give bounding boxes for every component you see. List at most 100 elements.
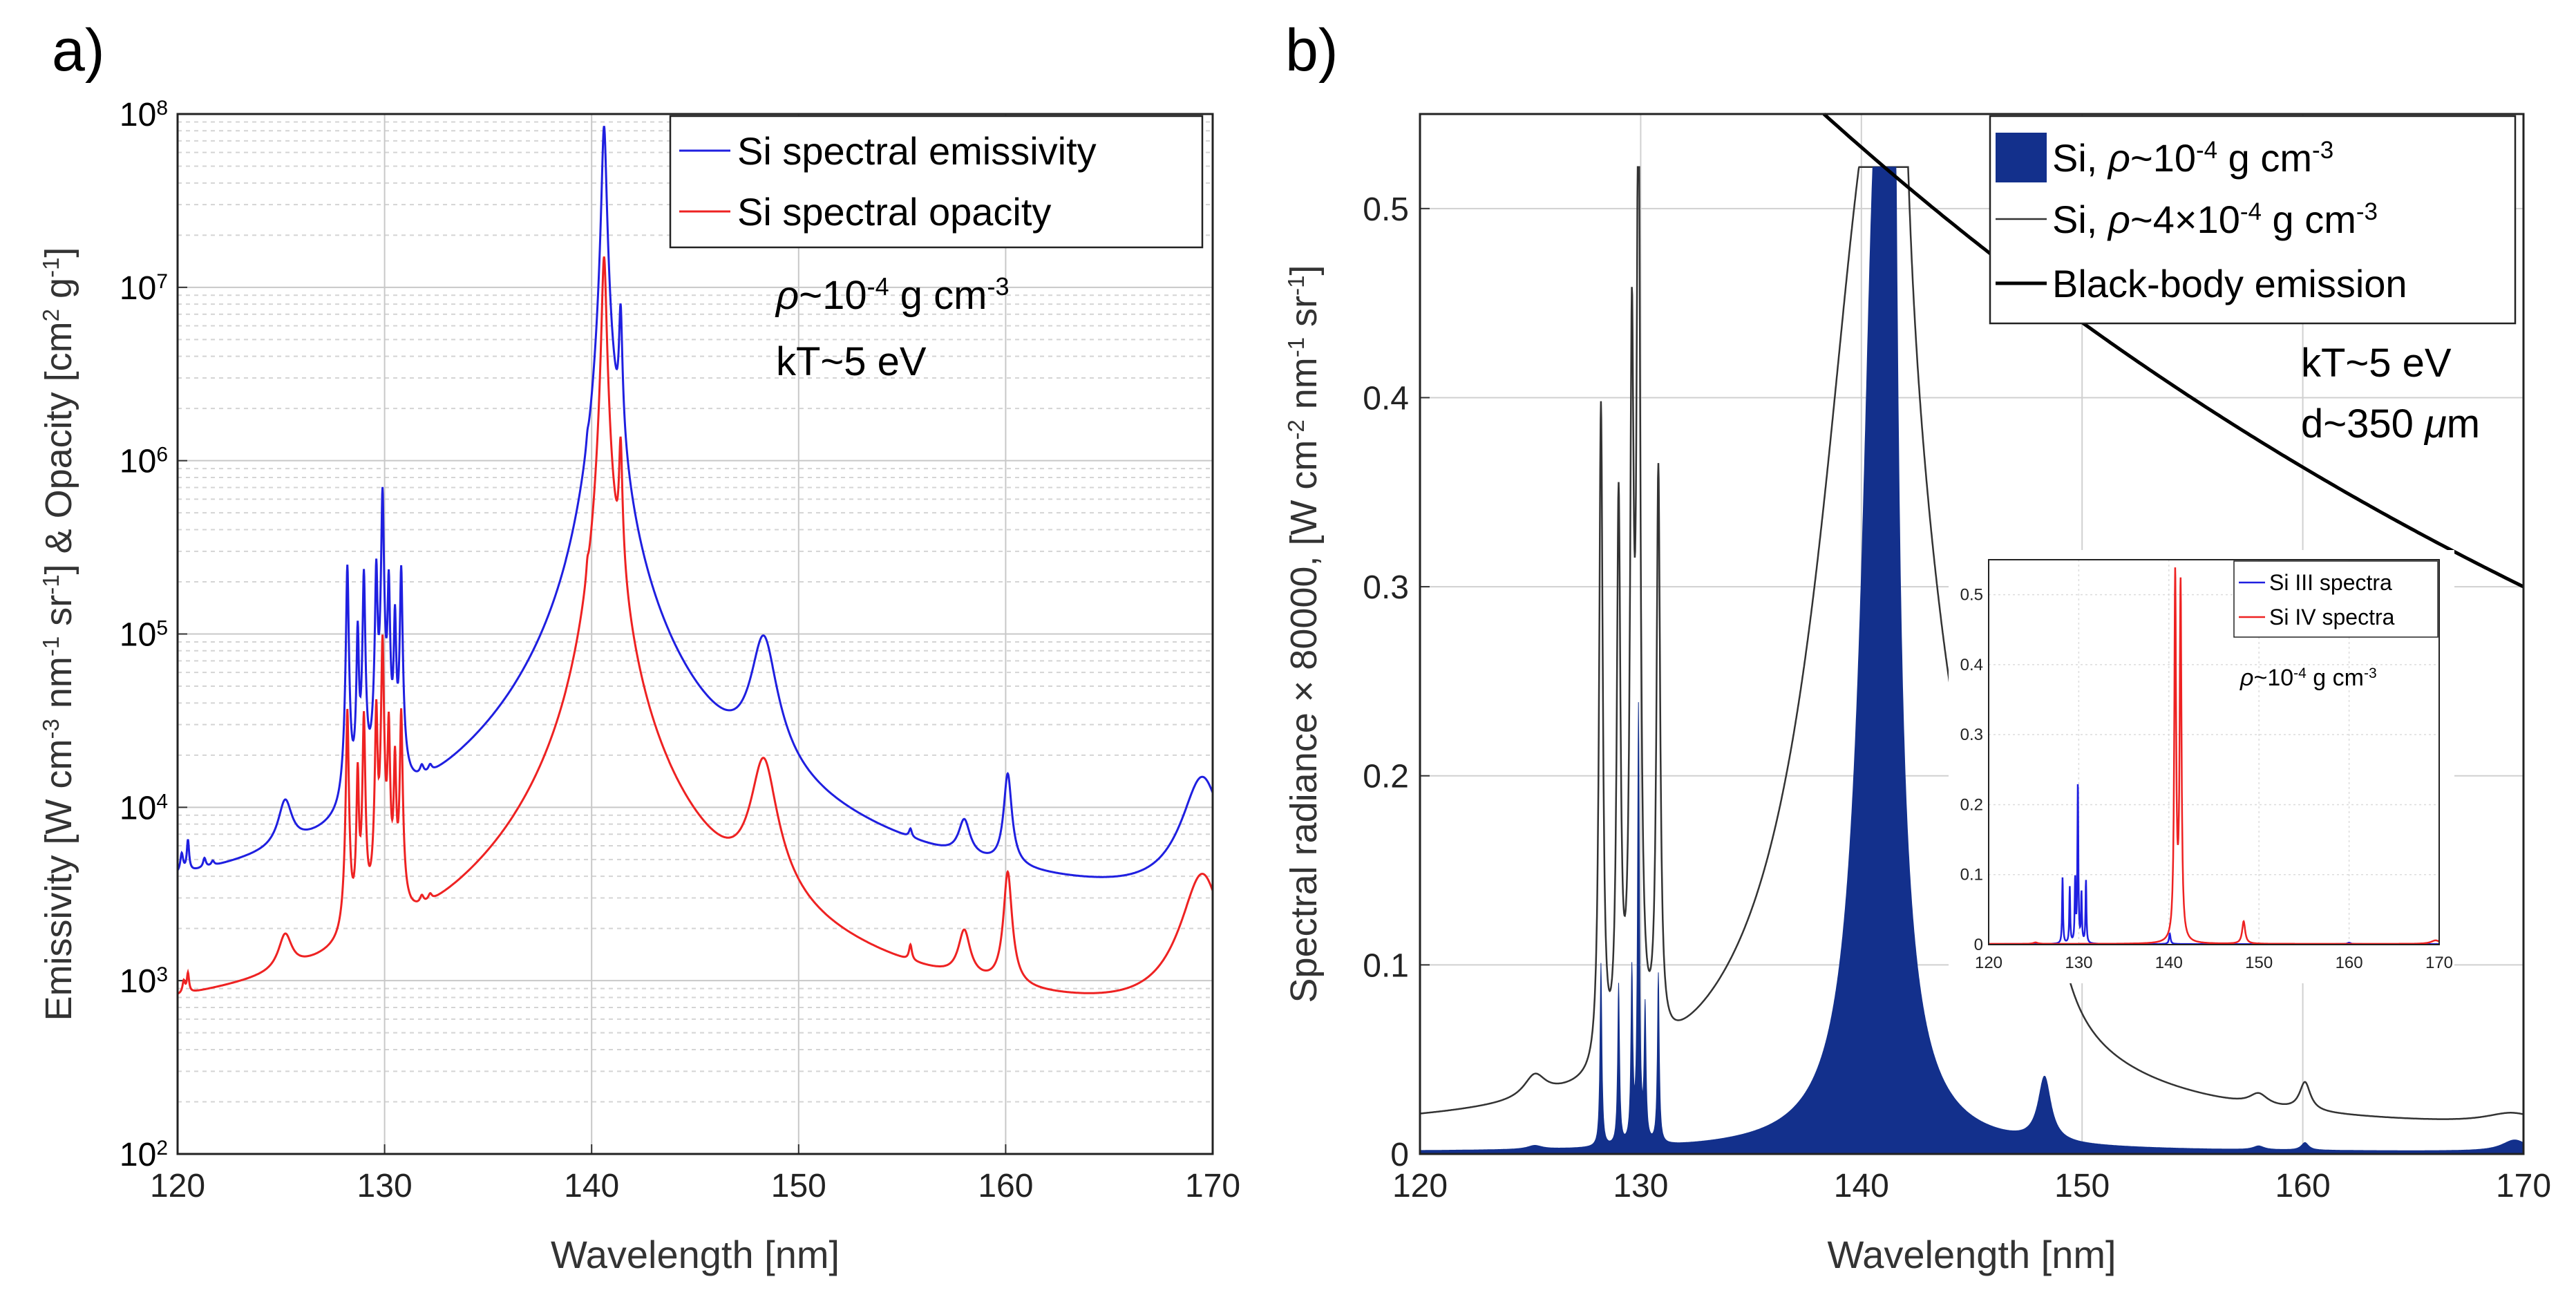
inset-annotation-part: g cm <box>2307 665 2364 691</box>
panel-b-annotation-part: kT~5 eV <box>2301 341 2452 386</box>
panel-a-y-axis-label-part: -3 <box>38 719 64 739</box>
panel-a-y-tick-label-part: 3 <box>156 963 168 986</box>
panel-b-legend-label-part: ~4×10 <box>2130 198 2240 241</box>
panel-b-legend-label-part: ~10 <box>2130 136 2196 180</box>
inset-legend-box <box>2233 560 2438 638</box>
panel-a-annotation-part: g cm <box>889 273 987 318</box>
panel-a-y-tick-label-part: 10 <box>120 1137 156 1173</box>
panel-b-chart: 120 130 140 150 160 170 0 0.1 0.2 0.3 0.4 0.5 Wavele… <box>1283 113 2551 1276</box>
panel-a-x-tick-label: 160 <box>978 1168 1033 1204</box>
panel-b-annotation-part: μ <box>2423 401 2447 446</box>
panel-b-x-tick-label: 130 <box>1613 1168 1668 1204</box>
panel-b-x-tick-label: 150 <box>2054 1168 2110 1204</box>
panel-a-y-axis-label-part: -1 <box>38 636 64 656</box>
panel-a-legend-box <box>669 115 1204 249</box>
panel-b-inset: 120 130 140 150 160 170 0 0.1 0.2 0.3 0.4 0.5 Si III… <box>1949 550 2454 983</box>
panel-b-annotation: kT~5 eV <box>2301 341 2452 386</box>
panel-b-legend-label-part: -4 <box>2240 198 2262 225</box>
inset-y-tick-label: 0.1 <box>1960 866 1983 884</box>
panel-b-legend-label-part: -3 <box>2312 137 2333 164</box>
panel-b-y-axis-label-part: -2 <box>1283 419 1309 439</box>
inset-y-tick-label: 0.5 <box>1960 586 1983 605</box>
panel-a-y-axis-label-part: ] <box>38 247 79 258</box>
inset-y-tick-label: 0.3 <box>1960 726 1983 744</box>
panel-a-annotation: ρ~10-4 g cm-3 <box>775 272 1009 319</box>
panel-b-y-axis-label-part: -1 <box>1283 337 1309 357</box>
panel-a-x-tick-label: 170 <box>1185 1168 1240 1204</box>
panel-a-axes-box <box>176 113 1214 1155</box>
panel-a-y-tick-label: 106 <box>120 443 168 480</box>
panel-b-y-tick-label: 0.5 <box>1363 191 1409 228</box>
panel-b-legend-label-part: -4 <box>2196 137 2217 164</box>
panel-b-y-tick-label: 0.2 <box>1363 759 1409 795</box>
panel-a-y-tick-label-part: 10 <box>120 617 156 654</box>
panel-b-y-axis-label-part: sr <box>1283 296 1325 337</box>
inset-x-tick-label: 130 <box>2065 954 2092 972</box>
panel-a-annotation-part: -3 <box>987 272 1009 301</box>
panel-b-x-axis-label: Wavelength [nm] <box>1827 1233 2116 1276</box>
panel-a-annotation-part: ρ <box>775 273 799 318</box>
panel-b-x-tick-label: 170 <box>2496 1168 2551 1204</box>
inset-annotation: ρ~10-4 g cm-3 <box>2239 665 2377 691</box>
panel-b-legend-label-part: ρ <box>2107 198 2130 241</box>
panel-a-annotation: kT~5 eV <box>776 339 927 384</box>
panel-b-y-axis-label: Spectral radiance × 80000, [W cm-2 nm-1 … <box>1283 265 1325 1003</box>
inset-series-1 <box>1989 567 2440 945</box>
inset-y-tick-label: 0.4 <box>1960 656 1983 674</box>
panel-a-x-tick-label: 150 <box>771 1168 826 1204</box>
panel-a-y-tick-label-part: 7 <box>156 269 168 292</box>
panel-a-y-tick-label-part: 10 <box>120 444 156 480</box>
panel-b-y-tick-label: 0.1 <box>1363 947 1409 984</box>
panel-b-legend-swatch-filled <box>1996 133 2047 182</box>
panel-a-y-tick-label-part: 5 <box>156 616 168 639</box>
inset-annotation-part: -3 <box>2364 665 2377 681</box>
panel-a-y-tick-label-part: 10 <box>120 790 156 826</box>
panel-b-annotation: d~350 μm <box>2301 401 2480 446</box>
panel-a-y-axis-label-part: nm <box>38 656 79 719</box>
panel-b-legend-label: Si, ρ~10-4 g cm-3 <box>2052 136 2333 180</box>
panel-a-x-tick-label: 140 <box>564 1168 619 1204</box>
panel-b-legend: Si, ρ~10-4 g cm-3Si, ρ~4×10-4 g cm-3Blac… <box>1989 115 2517 325</box>
panel-b-legend-label-part: -3 <box>2356 198 2378 225</box>
panel-b-y-tick-label: 0.4 <box>1363 380 1409 417</box>
panel-b-y-tick-label: 0.3 <box>1363 569 1409 606</box>
panel-a-y-tick-label-part: 10 <box>120 97 156 133</box>
panel-a-x-tick-label: 130 <box>357 1168 413 1204</box>
panel-a-legend: Si spectral emissivity Si spectral opacit… <box>669 115 1204 249</box>
panel-b-legend-label-part: g cm <box>2217 136 2312 180</box>
panel-b-series-filled <box>1419 167 2524 1155</box>
inset-annotation-part: ρ <box>2239 665 2253 691</box>
panel-b-series-blackbody <box>1822 113 2525 589</box>
panel-a-y-tick-label-part: 2 <box>156 1137 168 1159</box>
panel-b-y-axis-label-part: ] <box>1283 265 1325 276</box>
panel-a-series-1 <box>177 256 1214 995</box>
panel-b-legend-label-part: g cm <box>2262 198 2356 241</box>
panel-a-y-tick-label: 104 <box>120 790 168 827</box>
panel-a-legend-label: Si spectral emissivity <box>737 129 1097 173</box>
panel-a-y-axis-label-part: g <box>38 278 79 309</box>
panel-a-y-axis-label-part: 2 <box>38 309 64 321</box>
panel-a-y-axis-label-part: Emissivity [W cm <box>38 739 79 1021</box>
panel-a-x-axis-label: Wavelength [nm] <box>551 1233 840 1276</box>
panel-b-x-tick-label: 120 <box>1392 1168 1448 1204</box>
panel-b-legend-label: Black-body emission <box>2052 262 2407 305</box>
panel-a-y-tick-label-part: 6 <box>156 443 168 466</box>
panel-a-y-tick-label: 105 <box>120 616 168 654</box>
panel-b-annotation-part: d~350 <box>2301 401 2425 446</box>
panel-a-y-axis-label-part: ] & Opacity [cm <box>38 321 79 574</box>
panel-b-x-tick-label: 140 <box>1834 1168 1889 1204</box>
panel-a-y-axis-label-part: sr <box>38 595 79 636</box>
panel-a-label: a) <box>52 17 104 84</box>
panel-b-x-tick-label: 160 <box>2275 1168 2331 1204</box>
panel-a-y-axis-label: Emissivity [W cm-3 nm-1 sr-1] & Opacity … <box>38 247 80 1021</box>
inset-annotation-part: -4 <box>2293 665 2307 681</box>
panel-a-annotation-part: kT~5 eV <box>776 339 927 384</box>
panel-b-y-axis-label-part: -1 <box>1283 276 1309 296</box>
panel-a-y-tick-label-part: 10 <box>120 270 156 307</box>
panel-a-legend-label: Si spectral opacity <box>737 190 1051 234</box>
inset-x-tick-label: 160 <box>2336 954 2363 972</box>
panel-b-y-axis-label-part: Spectral radiance × 80000, [W cm <box>1283 440 1325 1003</box>
panel-b-annotation-part: m <box>2447 401 2480 446</box>
